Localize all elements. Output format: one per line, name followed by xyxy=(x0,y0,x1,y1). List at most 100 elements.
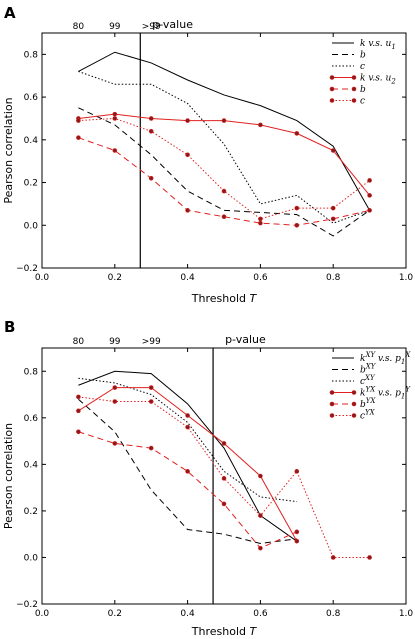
data-point xyxy=(185,413,190,418)
series-line-4 xyxy=(78,137,370,226)
legend-marker xyxy=(329,401,335,407)
y-tick-label: 0.2 xyxy=(24,179,38,189)
legend-text-part: c xyxy=(360,62,365,72)
data-point xyxy=(112,385,118,390)
data-point xyxy=(76,118,81,123)
legend-marker xyxy=(329,390,335,395)
legend-label: b xyxy=(360,51,366,61)
data-point xyxy=(185,424,190,430)
legend-marker xyxy=(351,390,357,395)
legend-text-part: k xyxy=(360,354,365,364)
legend-label: bXY xyxy=(360,363,377,376)
x-tick-label: 0.8 xyxy=(326,273,341,283)
legend-text-part: 1 xyxy=(401,358,405,366)
data-point xyxy=(294,131,300,136)
series-line-4 xyxy=(78,431,298,549)
y-tick-label: 0.6 xyxy=(24,414,39,424)
chart-panel-B: B0.0 0.2 0.4 0.6 0.8 1.0−0.20.00.20.40.60.880… xyxy=(2,318,413,638)
x-axis-label: Threshold T xyxy=(191,625,258,638)
legend-text-part: k v.s. u xyxy=(360,39,392,49)
legend-marker xyxy=(329,75,335,80)
legend-text-part: YX xyxy=(366,397,377,405)
x-axis-label-text: Threshold xyxy=(191,292,250,305)
legend-text-part: k xyxy=(360,389,365,399)
legend-text-part: v.s. p xyxy=(375,354,401,364)
data-point xyxy=(294,469,300,474)
legend-label: kYX v.s. p1Y xyxy=(360,386,411,401)
data-point xyxy=(294,205,300,211)
data-point xyxy=(294,538,300,544)
y-tick-label: −0.2 xyxy=(16,600,38,610)
data-point xyxy=(330,216,336,222)
data-point xyxy=(221,501,227,507)
x-tick-label: 0.6 xyxy=(253,273,268,283)
data-point xyxy=(367,208,372,213)
legend-label: cXY xyxy=(360,374,376,387)
series-line-0 xyxy=(78,370,298,542)
legend-text-part: 1 xyxy=(401,393,405,401)
data-point xyxy=(112,441,118,446)
y-tick-label: 0.2 xyxy=(24,507,38,517)
y-tick-label: 0.6 xyxy=(24,93,39,103)
data-point xyxy=(258,545,263,551)
data-point xyxy=(185,208,190,213)
legend-label: bYX xyxy=(360,397,376,410)
y-tick-label: 0.8 xyxy=(24,50,39,60)
legend-text-part: k v.s. u xyxy=(360,74,392,84)
series-line-5 xyxy=(78,117,370,220)
data-point xyxy=(185,152,190,158)
legend-marker xyxy=(351,98,357,103)
data-point xyxy=(185,118,190,123)
data-point xyxy=(258,220,263,226)
top-tick-label: >99 xyxy=(142,337,161,347)
x-tick-label: 0.0 xyxy=(35,273,50,283)
data-point xyxy=(76,394,81,400)
data-point xyxy=(112,111,118,117)
y-tick-label: 0.4 xyxy=(24,136,39,146)
top-axis-label: p-value xyxy=(152,18,193,31)
x-tick-label: 0.4 xyxy=(180,609,195,619)
x-tick-label: 0.2 xyxy=(108,609,122,619)
legend-text-part: XY xyxy=(365,363,377,371)
data-point xyxy=(148,128,154,134)
legend-text-part: b xyxy=(360,85,366,95)
x-tick-label: 1.0 xyxy=(399,609,414,619)
legend-marker xyxy=(329,413,335,418)
panel-letter: A xyxy=(4,4,16,22)
x-axis-label-text: Threshold xyxy=(191,625,250,638)
data-point xyxy=(294,222,300,228)
y-tick-label: 0.8 xyxy=(24,367,39,377)
top-tick-label: 80 xyxy=(73,337,85,347)
legend-text-part: XY xyxy=(364,374,376,382)
data-point xyxy=(258,216,263,222)
legend-marker xyxy=(351,75,357,80)
legend-text-part: X xyxy=(404,351,411,359)
series-line-3 xyxy=(78,113,370,196)
data-point xyxy=(148,399,154,404)
data-point xyxy=(148,385,154,390)
y-tick-label: 0.0 xyxy=(24,553,39,563)
legend-label: kXY v.s. p1X xyxy=(360,351,411,366)
series-line-1 xyxy=(78,107,370,237)
x-tick-label: 0.8 xyxy=(326,609,341,619)
legend-text-part: 2 xyxy=(390,78,396,86)
x-axis-label: Threshold T xyxy=(191,292,258,305)
data-point xyxy=(76,408,81,414)
legend-label: c xyxy=(360,97,365,107)
plot-frame xyxy=(41,347,407,605)
legend-text-part: 1 xyxy=(391,43,395,51)
data-point xyxy=(76,135,81,140)
x-tick-label: 1.0 xyxy=(399,273,414,283)
legend-marker xyxy=(329,86,335,92)
data-point xyxy=(112,116,118,121)
legend-text-part: b xyxy=(360,51,366,61)
data-point xyxy=(258,513,263,518)
data-point xyxy=(294,529,300,535)
top-tick-label: >99 xyxy=(142,22,161,32)
data-point xyxy=(367,193,372,198)
legend-marker xyxy=(329,98,335,103)
plot-frame xyxy=(41,32,407,269)
y-tick-label: 0.0 xyxy=(24,221,39,231)
